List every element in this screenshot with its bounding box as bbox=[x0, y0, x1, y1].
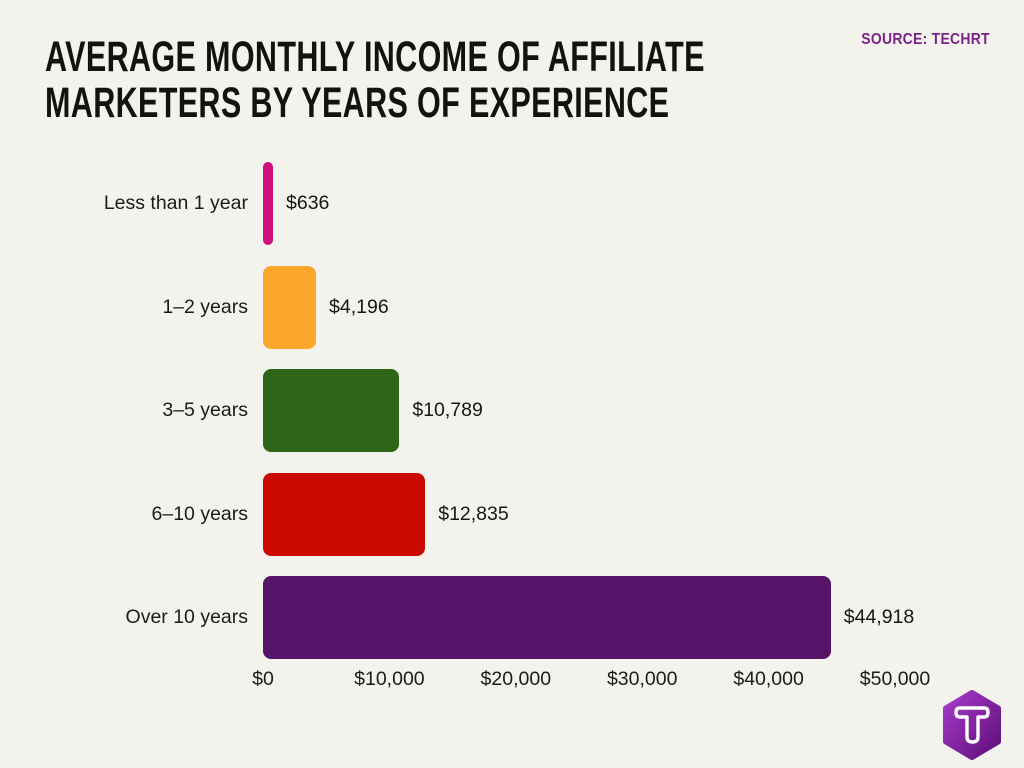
page-title: AVERAGE MONTHLY INCOME OF AFFILIATE MARK… bbox=[45, 34, 765, 126]
source-label: SOURCE: TECHRT bbox=[861, 31, 990, 48]
x-axis: $0 $10,000 $20,000 $30,000 $40,000 $50,000 bbox=[252, 668, 930, 696]
x-axis-tick-label: $30,000 bbox=[606, 668, 678, 690]
bar-zone: $636 bbox=[263, 162, 895, 246]
x-axis-tick-label: $20,000 bbox=[480, 668, 552, 690]
value-label: $12,835 bbox=[438, 502, 509, 525]
x-axis-tick-label: $40,000 bbox=[733, 668, 804, 690]
brand-logo bbox=[941, 690, 1003, 760]
bar-zone: $12,835 bbox=[263, 472, 895, 556]
bar-row: 3–5 years $10,789 bbox=[0, 359, 1024, 463]
x-axis-tick-label: $50,000 bbox=[859, 668, 931, 690]
category-label: 6–10 years bbox=[151, 502, 248, 525]
bar-zone: $10,789 bbox=[263, 369, 895, 453]
bar bbox=[263, 472, 426, 556]
title-line-2: MARKETERS BY YEARS OF EXPERIENCE bbox=[45, 79, 670, 127]
bar bbox=[263, 576, 831, 660]
bar-zone: $44,918 bbox=[263, 576, 914, 660]
value-label: $44,918 bbox=[843, 606, 915, 629]
bar bbox=[263, 369, 400, 453]
category-label: Less than 1 year bbox=[103, 192, 248, 215]
title-line-1: AVERAGE MONTHLY INCOME OF AFFILIATE bbox=[45, 33, 705, 81]
bar-row: 6–10 years $12,835 bbox=[0, 463, 1024, 567]
category-label: 3–5 years bbox=[162, 399, 248, 422]
value-label: $636 bbox=[286, 192, 330, 215]
category-label: Over 10 years bbox=[125, 606, 248, 629]
value-label: $10,789 bbox=[412, 399, 483, 422]
bar-row: Less than 1 year $636 bbox=[0, 152, 1024, 256]
bar bbox=[263, 162, 273, 246]
value-label: $4,196 bbox=[329, 295, 389, 318]
hexagon-t-icon bbox=[943, 690, 1001, 760]
bar-zone: $4,196 bbox=[263, 265, 895, 349]
bar-row: Over 10 years $44,918 bbox=[0, 566, 1024, 670]
bar bbox=[263, 265, 317, 349]
bar-row: 1–2 years $4,196 bbox=[0, 256, 1024, 360]
category-label: 1–2 years bbox=[162, 295, 248, 318]
x-axis-tick-label: $0 bbox=[252, 668, 274, 690]
source-attribution: SOURCE: TECHRT bbox=[847, 31, 990, 49]
x-axis-tick-label: $10,000 bbox=[354, 668, 425, 690]
bar-rows: Less than 1 year $636 1–2 years $4,196 3–5 y… bbox=[0, 152, 1024, 670]
chart-area: Less than 1 year $636 1–2 years $4,196 3–5 y… bbox=[0, 152, 1024, 670]
